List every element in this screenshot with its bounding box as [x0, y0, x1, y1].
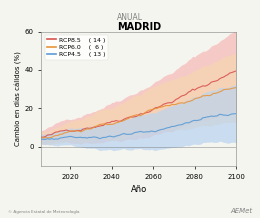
Text: AEMet: AEMet: [230, 208, 252, 214]
Text: © Agencia Estatal de Meteorología: © Agencia Estatal de Meteorología: [8, 210, 79, 214]
Title: MADRID: MADRID: [117, 22, 161, 32]
X-axis label: Año: Año: [131, 185, 147, 194]
Legend: RCP8.5    ( 14 ), RCP6.0    (  6 ), RCP4.5    ( 13 ): RCP8.5 ( 14 ), RCP6.0 ( 6 ), RCP4.5 ( 13…: [44, 35, 108, 60]
Y-axis label: Cambio en días cálidos (%): Cambio en días cálidos (%): [15, 51, 22, 146]
Text: ANUAL: ANUAL: [117, 13, 143, 22]
